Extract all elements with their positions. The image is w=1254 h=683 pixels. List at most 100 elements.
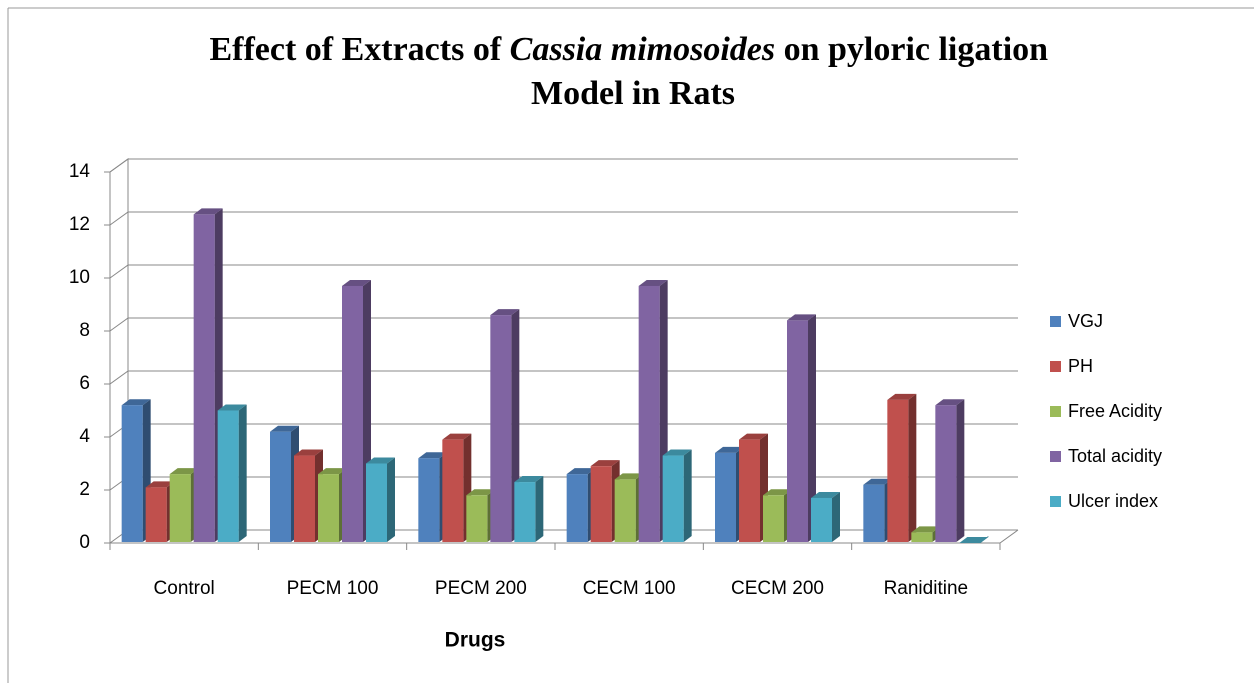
- bar-front: [638, 285, 660, 542]
- bar-top: [911, 526, 941, 533]
- x-tick-label: Control: [154, 578, 215, 599]
- bar-top: [887, 393, 917, 400]
- bar-front: [121, 405, 143, 542]
- bar: [217, 404, 247, 542]
- legend-swatch: [1050, 406, 1061, 417]
- bar-top: [811, 491, 840, 498]
- legend-label: Ulcer index: [1068, 491, 1158, 511]
- bar-front: [294, 455, 315, 542]
- y-tick-label: 6: [79, 373, 90, 394]
- bar-top: [863, 478, 893, 485]
- bar-front: [169, 474, 191, 542]
- bar-side: [387, 457, 395, 542]
- bar-front: [217, 410, 239, 542]
- bar-side: [535, 476, 544, 542]
- bar-front: [418, 458, 440, 542]
- bar-top: [466, 489, 496, 496]
- y-tick-label: 0: [79, 532, 90, 553]
- legend-swatch: [1050, 361, 1061, 372]
- bar-top: [217, 404, 247, 411]
- bar-top: [418, 452, 448, 459]
- title-part: Cassia mimosoides: [510, 31, 775, 68]
- grid-line: [109, 317, 1018, 332]
- bar-front: [911, 532, 933, 542]
- bar-front: [614, 479, 636, 542]
- legend-swatch: [1050, 451, 1061, 462]
- bar-front: [863, 484, 885, 542]
- bar-top: [366, 457, 395, 464]
- grid-line: [109, 158, 1018, 173]
- y-tick-label: 14: [69, 161, 91, 182]
- grid-line: [109, 264, 1018, 279]
- bar-front: [739, 439, 760, 542]
- bar-front: [490, 315, 512, 542]
- bar: [787, 314, 816, 542]
- bar-top: [959, 537, 989, 543]
- bar: [442, 433, 472, 542]
- x-axis-label: Drugs: [445, 629, 506, 652]
- bar-top: [566, 468, 596, 475]
- x-tick-label: PECM 100: [287, 578, 379, 599]
- bar: [366, 457, 395, 542]
- legend-label: Total acidity: [1068, 446, 1162, 466]
- bar-front: [811, 497, 832, 542]
- bar-side: [683, 449, 692, 542]
- bar-front: [935, 405, 957, 542]
- bar: [887, 393, 917, 542]
- title-part: Model in Rats: [531, 75, 735, 112]
- y-tick-label: 10: [69, 267, 90, 288]
- bar-top: [638, 279, 668, 286]
- bar: [514, 476, 544, 542]
- bar-front: [662, 455, 684, 542]
- bar-side: [238, 404, 247, 542]
- bar-side: [832, 491, 840, 542]
- legend-label: VGJ: [1068, 311, 1103, 331]
- bar-front: [787, 320, 808, 542]
- bar-top: [169, 468, 199, 475]
- title-part: Effect of Extracts of: [209, 31, 501, 68]
- legend-label: Free Acidity: [1068, 401, 1162, 421]
- bar-top: [662, 449, 692, 456]
- bar-front: [366, 463, 387, 542]
- bar-top: [121, 399, 151, 406]
- grid-line: [109, 370, 1018, 385]
- bar: [342, 279, 371, 542]
- legend-swatch: [1050, 496, 1061, 507]
- title-part: on pyloric ligation: [784, 31, 1049, 68]
- x-tick-label: Raniditine: [884, 578, 969, 599]
- bar-front: [342, 285, 363, 542]
- bar: [811, 491, 840, 542]
- bar-front: [590, 466, 612, 542]
- legend-swatch: [1050, 316, 1061, 327]
- bar-front: [466, 495, 488, 542]
- x-tick-label: PECM 200: [435, 578, 527, 599]
- chart-title: Effect of Extracts of Cassia mimosoides …: [209, 31, 1056, 112]
- bar-top: [935, 399, 965, 406]
- bar-front: [763, 495, 784, 542]
- x-tick-label: CECM 100: [583, 578, 676, 599]
- bar: [662, 449, 692, 542]
- bar-top: [318, 468, 347, 475]
- bar-top: [763, 489, 792, 496]
- y-tick-label: 2: [79, 479, 90, 500]
- bar-top: [590, 460, 620, 467]
- bar-top: [490, 309, 520, 316]
- bar-front: [566, 474, 588, 542]
- legend-label: PH: [1068, 356, 1093, 376]
- bar-side: [908, 393, 917, 542]
- x-tick-label: CECM 200: [731, 578, 824, 599]
- bar-top: [787, 314, 816, 321]
- bar-front: [318, 474, 339, 542]
- bar-front: [887, 399, 909, 542]
- bar-top: [715, 446, 744, 453]
- bar-top: [739, 433, 768, 440]
- bar: [959, 536, 989, 543]
- bar-top: [145, 481, 175, 488]
- bar-front: [270, 431, 291, 542]
- bar-front: [514, 482, 536, 542]
- bar-top: [442, 433, 472, 440]
- bar-top: [294, 449, 323, 456]
- bar: [935, 399, 965, 542]
- bar-top: [193, 208, 223, 215]
